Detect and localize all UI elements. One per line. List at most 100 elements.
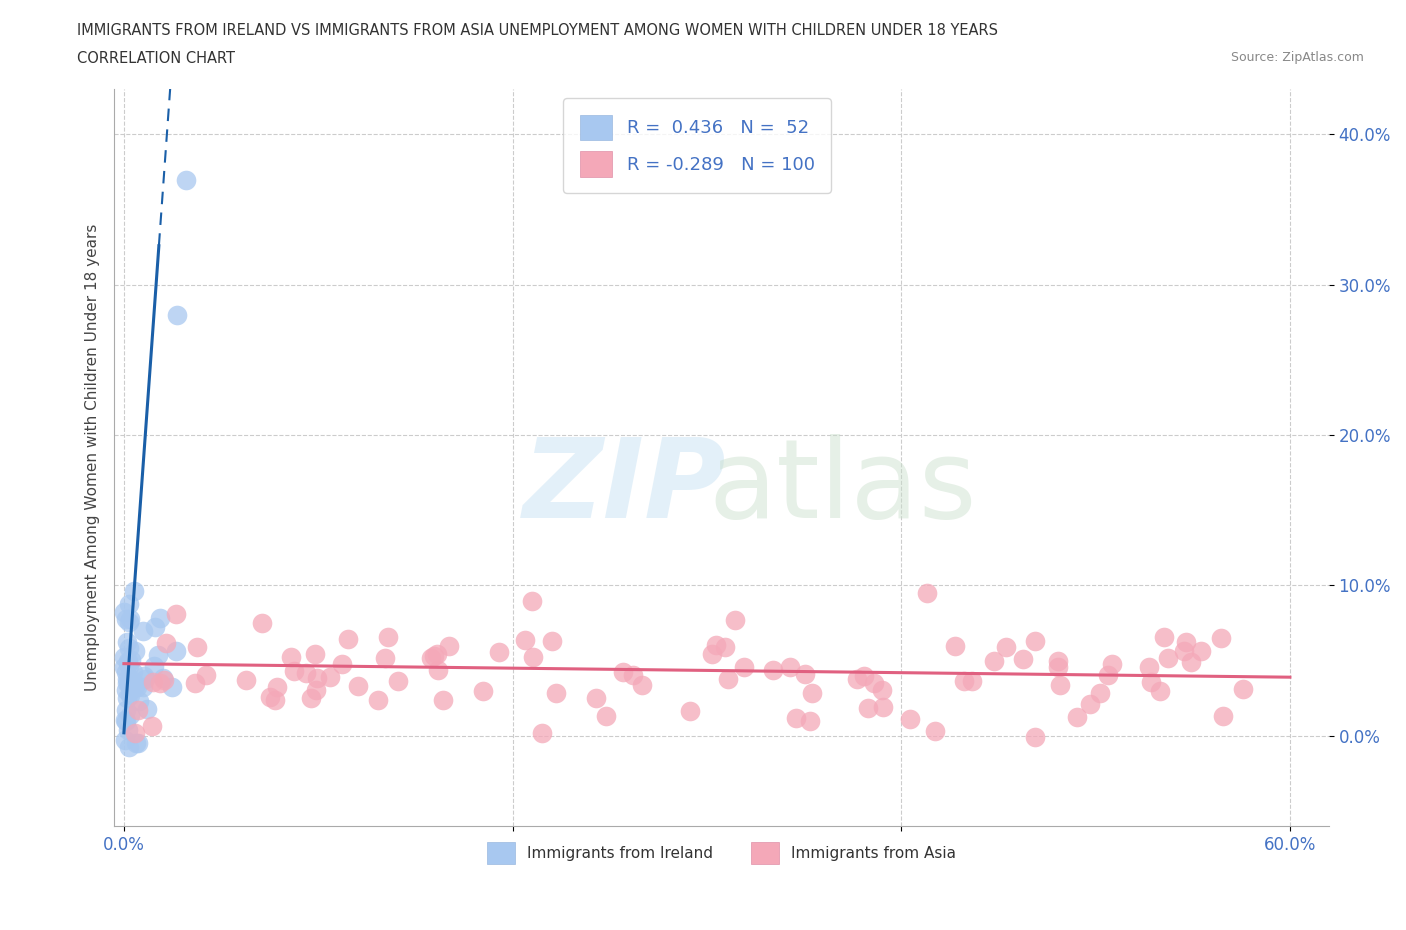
Point xyxy=(785,711,807,725)
Point xyxy=(846,671,869,686)
Point xyxy=(114,649,136,664)
Point xyxy=(295,665,318,680)
Point xyxy=(124,725,146,740)
Point xyxy=(704,638,727,653)
Legend: Immigrants from Ireland, Immigrants from Asia: Immigrants from Ireland, Immigrants from… xyxy=(481,836,962,870)
Point xyxy=(1232,682,1254,697)
Point xyxy=(118,658,141,673)
Point xyxy=(1024,730,1046,745)
Point xyxy=(943,639,966,654)
Point xyxy=(546,686,568,701)
Point xyxy=(733,660,755,675)
Point xyxy=(1139,675,1161,690)
Point xyxy=(337,631,360,646)
Point xyxy=(305,671,328,685)
Point xyxy=(779,659,801,674)
Point xyxy=(1173,644,1195,658)
Point xyxy=(1046,659,1069,674)
Point xyxy=(124,736,146,751)
Point xyxy=(117,654,139,669)
Point xyxy=(1066,710,1088,724)
Point xyxy=(149,611,172,626)
Point xyxy=(585,690,607,705)
Point xyxy=(1101,657,1123,671)
Point xyxy=(530,725,553,740)
Point xyxy=(131,623,153,638)
Point xyxy=(266,679,288,694)
Point xyxy=(118,688,141,703)
Point xyxy=(114,612,136,627)
Point xyxy=(420,650,443,665)
Point xyxy=(184,675,207,690)
Point xyxy=(595,709,617,724)
Point xyxy=(259,689,281,704)
Point xyxy=(621,668,644,683)
Point xyxy=(176,172,198,187)
Point xyxy=(117,675,139,690)
Point xyxy=(983,654,1005,669)
Point xyxy=(127,702,149,717)
Point xyxy=(1174,635,1197,650)
Point xyxy=(283,664,305,679)
Point xyxy=(235,672,257,687)
Point xyxy=(1157,650,1180,665)
Point xyxy=(377,630,399,644)
Point xyxy=(155,636,177,651)
Point xyxy=(114,712,136,727)
Point xyxy=(186,640,208,655)
Point xyxy=(143,619,166,634)
Point xyxy=(146,647,169,662)
Point xyxy=(124,679,146,694)
Point xyxy=(471,684,494,698)
Point xyxy=(117,740,139,755)
Point xyxy=(426,646,449,661)
Point xyxy=(1078,697,1101,711)
Point xyxy=(540,634,562,649)
Point xyxy=(800,686,823,701)
Point xyxy=(700,646,723,661)
Point xyxy=(1211,631,1233,645)
Point xyxy=(1024,634,1046,649)
Point xyxy=(118,641,141,656)
Point xyxy=(488,644,510,659)
Point xyxy=(118,676,141,691)
Point xyxy=(1047,654,1070,669)
Point xyxy=(131,680,153,695)
Point xyxy=(762,662,785,677)
Point xyxy=(166,308,188,323)
Point xyxy=(924,724,946,738)
Point xyxy=(319,670,342,684)
Point xyxy=(134,669,156,684)
Point xyxy=(439,639,461,654)
Point xyxy=(128,694,150,709)
Point xyxy=(898,711,921,726)
Point xyxy=(121,673,143,688)
Point xyxy=(149,675,172,690)
Point xyxy=(1137,659,1160,674)
Point xyxy=(142,658,165,673)
Point xyxy=(1097,667,1119,682)
Point xyxy=(125,680,148,695)
Point xyxy=(142,674,165,689)
Point xyxy=(115,703,138,718)
Point xyxy=(250,616,273,631)
Text: CORRELATION CHART: CORRELATION CHART xyxy=(77,51,235,66)
Point xyxy=(374,651,396,666)
Text: Source: ZipAtlas.com: Source: ZipAtlas.com xyxy=(1230,51,1364,64)
Point xyxy=(853,669,876,684)
Point xyxy=(152,671,174,685)
Point xyxy=(118,596,141,611)
Point xyxy=(856,700,879,715)
Point xyxy=(426,663,449,678)
Point xyxy=(724,612,747,627)
Point xyxy=(915,586,938,601)
Point xyxy=(114,659,136,674)
Point xyxy=(995,640,1018,655)
Point xyxy=(1011,651,1033,666)
Point xyxy=(112,604,135,619)
Point xyxy=(136,702,159,717)
Point xyxy=(114,733,136,748)
Point xyxy=(280,649,302,664)
Point xyxy=(367,693,389,708)
Point xyxy=(127,735,149,750)
